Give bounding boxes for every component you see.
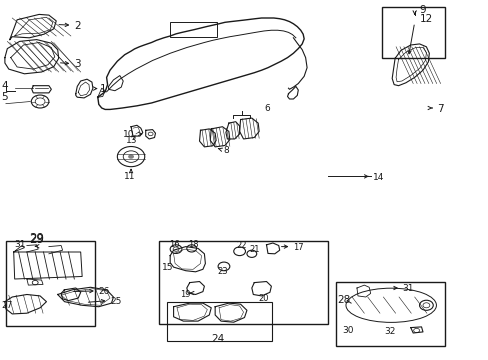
Text: 20: 20 <box>258 294 268 303</box>
Text: 26: 26 <box>99 287 110 296</box>
Text: 24: 24 <box>211 334 224 344</box>
Text: 13: 13 <box>126 136 138 145</box>
Text: 2: 2 <box>74 21 81 31</box>
Text: 28: 28 <box>337 294 350 305</box>
Text: 3: 3 <box>74 59 81 69</box>
Text: 6: 6 <box>264 104 269 113</box>
Text: 31: 31 <box>15 240 26 249</box>
Text: 7: 7 <box>436 104 443 114</box>
Bar <box>6 241 95 326</box>
Bar <box>167 302 272 341</box>
Bar <box>170 22 216 37</box>
Text: 18: 18 <box>187 240 198 248</box>
Text: 30: 30 <box>342 326 353 335</box>
Text: 29: 29 <box>29 233 44 246</box>
Text: 27: 27 <box>1 302 12 310</box>
Text: 5: 5 <box>1 92 8 102</box>
Text: 11: 11 <box>123 172 135 181</box>
Text: 12: 12 <box>419 14 432 24</box>
Text: 4: 4 <box>1 81 8 91</box>
Text: 25: 25 <box>110 297 122 306</box>
Text: 29: 29 <box>29 232 44 245</box>
Text: 21: 21 <box>249 245 259 253</box>
Text: 10: 10 <box>123 130 135 139</box>
Text: 8: 8 <box>223 145 228 155</box>
Text: 1: 1 <box>100 84 106 94</box>
Text: 14: 14 <box>372 173 383 181</box>
Circle shape <box>128 154 134 159</box>
Text: 23: 23 <box>217 267 228 276</box>
Bar <box>382 7 444 58</box>
Bar <box>159 241 327 324</box>
Text: 19: 19 <box>180 289 190 299</box>
Bar <box>336 282 444 346</box>
Text: 15: 15 <box>162 263 174 271</box>
Text: 9: 9 <box>419 5 426 15</box>
Text: 32: 32 <box>383 328 394 336</box>
Text: 22: 22 <box>236 241 246 250</box>
Text: 16: 16 <box>169 240 180 249</box>
Text: 31: 31 <box>402 284 413 293</box>
Text: 17: 17 <box>293 243 304 252</box>
